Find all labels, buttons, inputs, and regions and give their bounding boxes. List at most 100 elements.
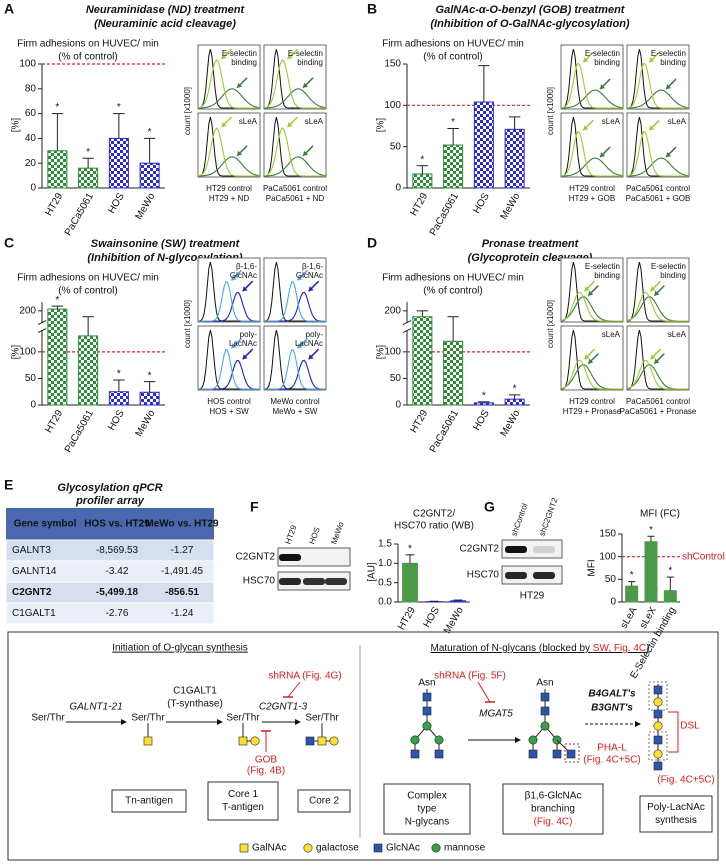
bar	[644, 541, 658, 603]
box-label: synthesis	[655, 815, 697, 826]
panel-letter: B	[367, 1, 377, 17]
arrow-head	[221, 122, 227, 127]
table-header-bg	[6, 508, 214, 540]
table-cell: -8,569.53	[96, 545, 139, 556]
arrow-head	[666, 152, 672, 158]
arrow-head	[654, 290, 660, 296]
histogram-curve	[198, 349, 260, 390]
x-tick-label: HT29	[409, 408, 431, 435]
glycan-square	[653, 761, 663, 771]
y-axis-label: [%]	[11, 345, 22, 360]
blot-band	[325, 578, 347, 585]
y-title: Firm adhesions on HUVEC/ min	[382, 39, 524, 50]
lane-label: HT29	[283, 523, 298, 545]
diagram-box	[297, 789, 351, 813]
y-tick-label: 0.5	[378, 577, 392, 588]
glycan-square	[653, 709, 663, 719]
arrow-head	[287, 54, 293, 59]
histogram-label: binding	[594, 271, 620, 280]
significance-star: *	[420, 154, 424, 165]
table-header: MeWo vs. HT29	[145, 519, 219, 530]
error-bar	[143, 137, 156, 164]
bar	[139, 391, 160, 406]
box-label: Core 1	[228, 789, 258, 800]
bar	[108, 137, 129, 189]
significance-star: *	[55, 102, 59, 113]
histogram-frame	[560, 112, 624, 178]
error-bar	[416, 165, 429, 174]
highlight	[648, 681, 668, 711]
glycan-circle	[434, 735, 444, 745]
panel-letter: E	[4, 477, 13, 493]
significance-star: *	[668, 566, 672, 577]
glycan-square	[143, 736, 153, 746]
x-tick-label: MeWo	[134, 408, 158, 439]
significance-star: *	[117, 102, 121, 113]
arrow-head	[666, 84, 672, 90]
histogram-frame	[197, 112, 261, 178]
error-bar	[82, 316, 94, 336]
glycan-square	[317, 736, 327, 746]
section-title-part: SW, Fig. 4C	[593, 643, 646, 654]
asn: Asn	[418, 678, 435, 689]
table-cell: -3.42	[106, 566, 129, 577]
glycan-circle	[250, 736, 260, 746]
histogram-label: poly-	[306, 330, 324, 339]
y-tick-label: 100	[19, 346, 36, 357]
enzyme: GALNT1-21	[69, 702, 122, 713]
section-title-part: Maturation of N-glycans (blocked by	[431, 643, 593, 654]
bar	[47, 150, 68, 189]
error-bar	[113, 379, 125, 392]
box-label: Poly-LacNAc	[647, 802, 705, 813]
histogram-frame	[263, 112, 327, 178]
histogram-label: sLeA	[668, 330, 687, 339]
histogram-curve	[560, 359, 623, 390]
chart-title: HSC70 ratio (WB)	[394, 521, 474, 532]
significance-star: *	[451, 117, 455, 128]
arrow-head	[237, 150, 243, 156]
glycan-square	[239, 843, 249, 853]
y-tick-label: 200	[384, 305, 401, 316]
bar	[663, 590, 677, 603]
y-tick-label: 80	[25, 83, 37, 94]
glycan-circle	[431, 843, 441, 853]
blot-frame	[277, 547, 351, 567]
glycan-circle	[653, 721, 663, 731]
y-axis-label: [%]	[376, 118, 387, 133]
glycan-square	[653, 685, 663, 695]
histogram-curve	[560, 130, 623, 177]
legend-label: mannose	[444, 843, 486, 854]
y-tick-label: 60	[25, 108, 37, 119]
error-bar	[628, 581, 636, 587]
significance-star: *	[148, 370, 152, 381]
error-bar	[478, 401, 490, 403]
y-tick-label: 150	[384, 59, 401, 70]
y-title: Firm adhesions on HUVEC/ min	[17, 39, 159, 50]
x-tick-label: PaCa5061	[63, 191, 96, 238]
bar	[450, 600, 466, 603]
table-cell: GALNT14	[12, 566, 57, 577]
panel-letter: D	[367, 235, 377, 251]
significance-star: *	[649, 525, 653, 536]
legend-label: HOS control	[207, 397, 251, 406]
histogram-label: binding	[660, 58, 686, 67]
ser-thr: Ser/Thr	[305, 713, 339, 724]
y-tick-label: 1.0	[378, 558, 392, 569]
arrow-head	[588, 290, 594, 296]
arrow-head	[287, 122, 293, 127]
bar	[412, 173, 433, 189]
row-label: C2GNT2	[460, 544, 500, 555]
arrow-head	[297, 275, 303, 281]
box-label: branching	[531, 804, 575, 815]
table-cell: -2.76	[106, 608, 129, 619]
chart-title: Neuraminidase (ND) treatment	[86, 4, 246, 16]
x-tick-label: HOS	[106, 191, 127, 216]
row-label: C2GNT2	[236, 552, 276, 563]
histogram-label: binding	[297, 58, 323, 67]
error-bar	[447, 127, 459, 146]
histogram-frame	[560, 44, 624, 110]
histogram-label: LacNAc	[295, 339, 323, 348]
histogram-label: β-1,6-	[236, 262, 257, 271]
inhibitor: GOB	[255, 755, 278, 766]
